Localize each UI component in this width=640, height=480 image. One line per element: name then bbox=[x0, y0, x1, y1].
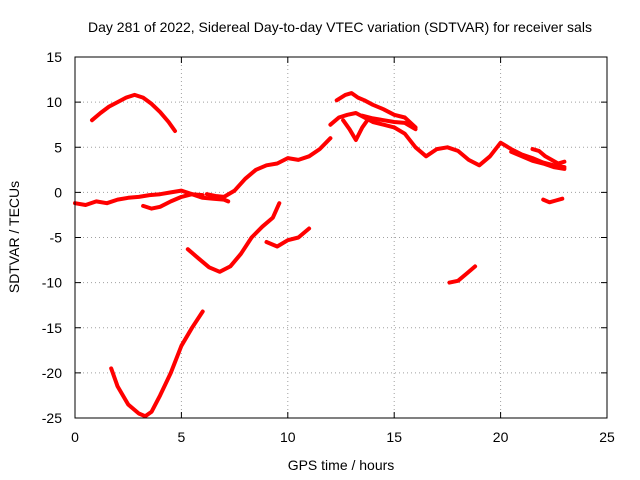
series-line-arc-11 bbox=[341, 116, 371, 142]
series-line-arc-6 bbox=[185, 201, 282, 274]
x-tick-label: 10 bbox=[280, 429, 296, 445]
y-tick-label: 0 bbox=[54, 184, 62, 200]
series-line-arc-7 bbox=[264, 226, 312, 249]
y-tick-label: 15 bbox=[46, 49, 62, 65]
series-line-arc-10 bbox=[360, 113, 418, 132]
series-line-arc-13 bbox=[509, 149, 567, 171]
x-tick-label: 0 bbox=[71, 429, 79, 445]
y-tick-label: -5 bbox=[50, 230, 63, 246]
x-axis-label: GPS time / hours bbox=[288, 457, 395, 473]
y-tick-label: 10 bbox=[46, 94, 62, 110]
series-line-arc-2 bbox=[141, 192, 205, 211]
series-line-arc-9 bbox=[334, 91, 418, 130]
x-tick-label: 5 bbox=[178, 429, 186, 445]
y-tick-label: -10 bbox=[42, 275, 62, 291]
series-line-arc-3 bbox=[90, 92, 177, 133]
axis-ticks: 0 5 10 15 20 25 -25 -20 -15 -10 -5 0 5 10 15 bbox=[42, 49, 615, 445]
data-series bbox=[73, 91, 567, 419]
series-line-arc-12 bbox=[530, 147, 567, 166]
y-tick-label: 5 bbox=[54, 139, 62, 155]
y-tick-label: -15 bbox=[42, 320, 62, 336]
y-tick-label: -20 bbox=[42, 365, 62, 381]
y-axis-label: SDTVAR / TECUs bbox=[6, 181, 22, 293]
x-tick-label: 25 bbox=[599, 429, 615, 445]
x-tick-label: 20 bbox=[493, 429, 509, 445]
series-line-arc-14 bbox=[541, 196, 565, 205]
y-tick-label: -25 bbox=[42, 410, 62, 426]
chart-title: Day 281 of 2022, Sidereal Day-to-day VTE… bbox=[88, 19, 592, 35]
series-line-arc-4 bbox=[204, 136, 333, 199]
x-tick-label: 15 bbox=[386, 429, 402, 445]
series-line-arc-15 bbox=[447, 264, 478, 285]
series-line-arc-1 bbox=[73, 188, 231, 207]
series-line-arc-5 bbox=[109, 309, 205, 419]
